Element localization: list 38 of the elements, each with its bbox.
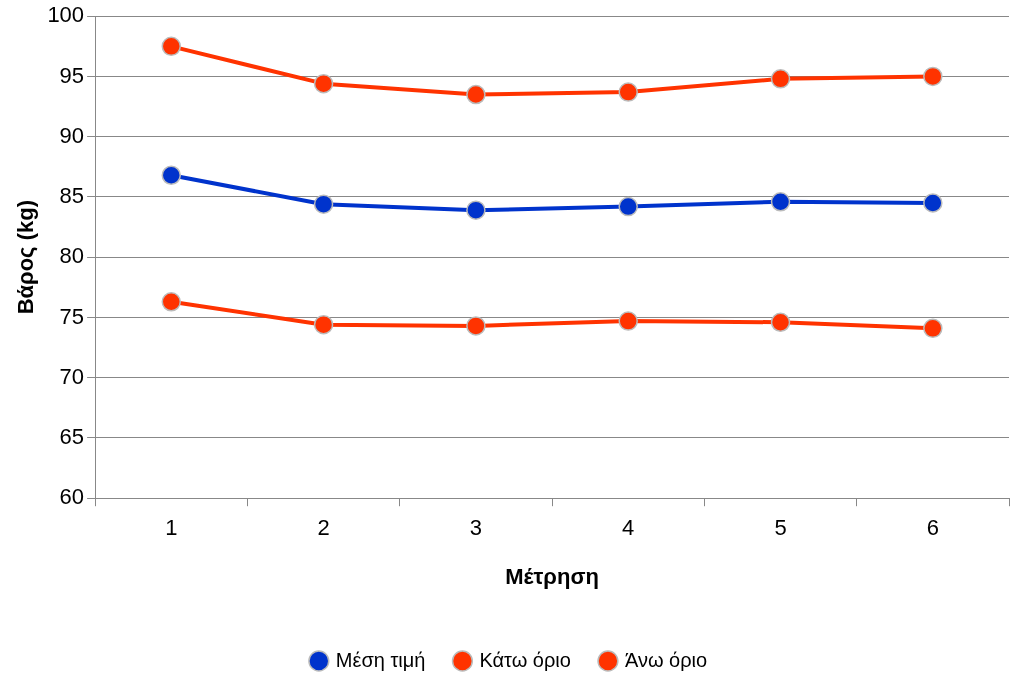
- point: [466, 200, 486, 220]
- x-tick-label: 1: [165, 515, 178, 541]
- x-axis-title: Μέτρηση: [505, 563, 599, 589]
- legend-label: Άνω όριο: [624, 648, 708, 671]
- y-tick-label: 80: [59, 243, 85, 269]
- point: [618, 311, 638, 331]
- y-tick-label: 70: [59, 363, 85, 389]
- x-tick-label: 2: [317, 515, 330, 541]
- point: [313, 73, 334, 94]
- x-tick-label: 6: [926, 515, 939, 541]
- legend-label: Μέση τιμή: [335, 648, 426, 671]
- point: [923, 193, 943, 213]
- point: [923, 66, 943, 87]
- point: [161, 292, 182, 312]
- point: [618, 82, 638, 102]
- point: [313, 314, 334, 335]
- point: [466, 316, 486, 336]
- legend-label: Κάτω όριο: [479, 648, 571, 671]
- y-tick-label: 85: [59, 183, 85, 209]
- x-tick-label: 4: [622, 515, 635, 541]
- point: [618, 196, 638, 217]
- point: [161, 36, 182, 57]
- y-tick-label: 95: [59, 62, 85, 88]
- point: [161, 165, 182, 186]
- x-tick-label: 3: [469, 515, 483, 541]
- x-tick-label: 5: [774, 515, 787, 541]
- y-tick-label: 75: [59, 303, 85, 329]
- point: [313, 194, 334, 214]
- point: [770, 69, 791, 89]
- y-tick-label: 60: [59, 484, 85, 510]
- y-axis-title: Βάρος (kg): [13, 200, 39, 315]
- y-tick-label: 100: [47, 2, 85, 28]
- point: [770, 192, 791, 212]
- point: [770, 312, 791, 333]
- point: [923, 318, 943, 339]
- point: [466, 84, 486, 105]
- y-tick-label: 90: [59, 122, 85, 148]
- y-tick-label: 65: [59, 424, 85, 450]
